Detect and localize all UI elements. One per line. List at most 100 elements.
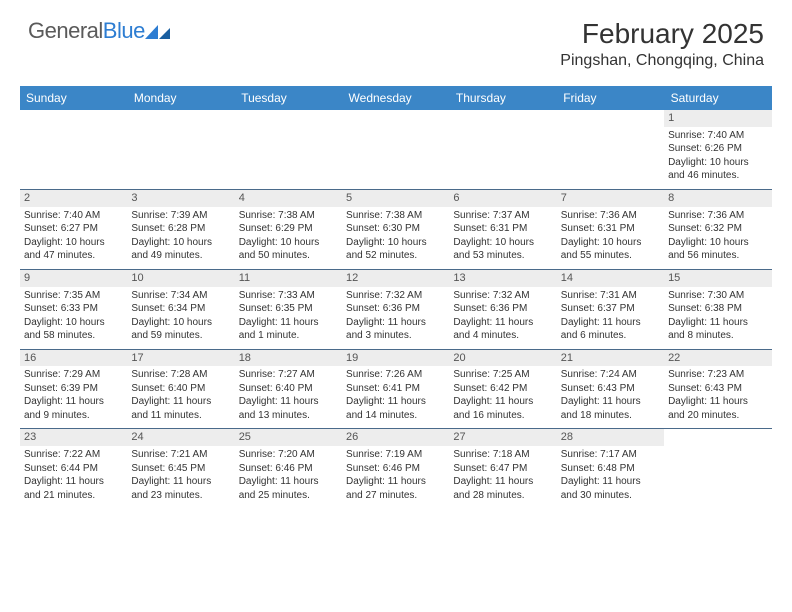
day-number: 7: [557, 190, 664, 207]
sunset-text: Sunset: 6:48 PM: [561, 462, 660, 476]
day-number: 5: [342, 190, 449, 207]
daylight1-text: Daylight: 11 hours: [346, 316, 445, 330]
daylight1-text: Daylight: 11 hours: [239, 475, 338, 489]
day-number: 14: [557, 270, 664, 287]
day-cell: 5 Sunrise: 7:38 AMSunset: 6:30 PMDaylight…: [342, 189, 449, 269]
sunrise-text: Sunrise: 7:38 AM: [346, 209, 445, 223]
sunset-text: Sunset: 6:45 PM: [131, 462, 230, 476]
day-number: 18: [235, 350, 342, 367]
daylight1-text: Daylight: 11 hours: [131, 475, 230, 489]
brand-sail-icon: [145, 23, 171, 41]
day-number: 28: [557, 429, 664, 446]
sunset-text: Sunset: 6:47 PM: [453, 462, 552, 476]
empty-cell: [449, 110, 556, 189]
sunrise-text: Sunrise: 7:31 AM: [561, 289, 660, 303]
sunrise-text: Sunrise: 7:21 AM: [131, 448, 230, 462]
sunrise-text: Sunrise: 7:28 AM: [131, 368, 230, 382]
daylight2-text: and 53 minutes.: [453, 249, 552, 263]
sunset-text: Sunset: 6:33 PM: [24, 302, 123, 316]
daylight2-text: and 27 minutes.: [346, 489, 445, 503]
sunset-text: Sunset: 6:42 PM: [453, 382, 552, 396]
brand-logo: GeneralBlue: [28, 18, 171, 44]
sunrise-text: Sunrise: 7:27 AM: [239, 368, 338, 382]
sunset-text: Sunset: 6:30 PM: [346, 222, 445, 236]
daylight1-text: Daylight: 10 hours: [24, 316, 123, 330]
daylight2-text: and 55 minutes.: [561, 249, 660, 263]
sunrise-text: Sunrise: 7:39 AM: [131, 209, 230, 223]
day-cell: 20Sunrise: 7:25 AMSunset: 6:42 PMDayligh…: [449, 349, 556, 429]
daylight2-text: and 28 minutes.: [453, 489, 552, 503]
daylight1-text: Daylight: 10 hours: [346, 236, 445, 250]
day-number: 17: [127, 350, 234, 367]
daylight2-text: and 8 minutes.: [668, 329, 767, 343]
daylight2-text: and 13 minutes.: [239, 409, 338, 423]
sunset-text: Sunset: 6:26 PM: [668, 142, 767, 156]
day-cell: 2Sunrise: 7:40 AMSunset: 6:27 PMDaylight…: [20, 189, 127, 269]
brand-part2: Blue: [103, 18, 145, 43]
day-number: 10: [127, 270, 234, 287]
sunset-text: Sunset: 6:34 PM: [131, 302, 230, 316]
sunrise-text: Sunrise: 7:36 AM: [561, 209, 660, 223]
day-cell: 25Sunrise: 7:20 AMSunset: 6:46 PMDayligh…: [235, 429, 342, 508]
day-cell: 3Sunrise: 7:39 AMSunset: 6:28 PMDaylight…: [127, 189, 234, 269]
daylight1-text: Daylight: 10 hours: [453, 236, 552, 250]
sunset-text: Sunset: 6:40 PM: [239, 382, 338, 396]
empty-cell: [20, 110, 127, 189]
daylight1-text: Daylight: 10 hours: [131, 316, 230, 330]
week-row: 9Sunrise: 7:35 AMSunset: 6:33 PMDaylight…: [20, 269, 772, 349]
day-cell: 22Sunrise: 7:23 AMSunset: 6:43 PMDayligh…: [664, 349, 771, 429]
sunrise-text: Sunrise: 7:33 AM: [239, 289, 338, 303]
day-cell: 8Sunrise: 7:36 AMSunset: 6:32 PMDaylight…: [664, 189, 771, 269]
daylight1-text: Daylight: 10 hours: [561, 236, 660, 250]
empty-cell: [342, 110, 449, 189]
day-number: 24: [127, 429, 234, 446]
sunset-text: Sunset: 6:36 PM: [453, 302, 552, 316]
sunrise-text: Sunrise: 7:17 AM: [561, 448, 660, 462]
week-row: 23Sunrise: 7:22 AMSunset: 6:44 PMDayligh…: [20, 429, 772, 508]
daylight2-text: and 20 minutes.: [668, 409, 767, 423]
daylight2-text: and 25 minutes.: [239, 489, 338, 503]
daylight1-text: Daylight: 10 hours: [668, 156, 767, 170]
day-number: 6: [449, 190, 556, 207]
sunset-text: Sunset: 6:46 PM: [346, 462, 445, 476]
sunrise-text: Sunrise: 7:37 AM: [453, 209, 552, 223]
sunrise-text: Sunrise: 7:20 AM: [239, 448, 338, 462]
daylight2-text: and 23 minutes.: [131, 489, 230, 503]
daylight1-text: Daylight: 11 hours: [561, 395, 660, 409]
daylight1-text: Daylight: 10 hours: [239, 236, 338, 250]
sunset-text: Sunset: 6:46 PM: [239, 462, 338, 476]
sunset-text: Sunset: 6:39 PM: [24, 382, 123, 396]
day-number: 20: [449, 350, 556, 367]
daylight2-text: and 46 minutes.: [668, 169, 767, 183]
day-number: 13: [449, 270, 556, 287]
brand-part1: General: [28, 18, 103, 43]
daylight2-text: and 11 minutes.: [131, 409, 230, 423]
day-cell: 27Sunrise: 7:18 AMSunset: 6:47 PMDayligh…: [449, 429, 556, 508]
sunrise-text: Sunrise: 7:25 AM: [453, 368, 552, 382]
calendar-body: 1Sunrise: 7:40 AMSunset: 6:26 PMDaylight…: [20, 110, 772, 508]
daylight1-text: Daylight: 11 hours: [668, 395, 767, 409]
day-cell: 23Sunrise: 7:22 AMSunset: 6:44 PMDayligh…: [20, 429, 127, 508]
sunrise-text: Sunrise: 7:32 AM: [453, 289, 552, 303]
day-header-friday: Friday: [557, 86, 664, 110]
sunrise-text: Sunrise: 7:24 AM: [561, 368, 660, 382]
sunrise-text: Sunrise: 7:34 AM: [131, 289, 230, 303]
day-number: 21: [557, 350, 664, 367]
day-number: 4: [235, 190, 342, 207]
day-number: 27: [449, 429, 556, 446]
sunrise-text: Sunrise: 7:18 AM: [453, 448, 552, 462]
day-number: 12: [342, 270, 449, 287]
day-cell: 16Sunrise: 7:29 AMSunset: 6:39 PMDayligh…: [20, 349, 127, 429]
daylight2-text: and 58 minutes.: [24, 329, 123, 343]
daylight2-text: and 6 minutes.: [561, 329, 660, 343]
daylight2-text: and 59 minutes.: [131, 329, 230, 343]
sunset-text: Sunset: 6:28 PM: [131, 222, 230, 236]
daylight1-text: Daylight: 10 hours: [24, 236, 123, 250]
week-row: 1Sunrise: 7:40 AMSunset: 6:26 PMDaylight…: [20, 110, 772, 189]
daylight1-text: Daylight: 11 hours: [346, 475, 445, 489]
empty-cell: [664, 429, 771, 508]
day-cell: 11Sunrise: 7:33 AMSunset: 6:35 PMDayligh…: [235, 269, 342, 349]
daylight1-text: Daylight: 11 hours: [453, 316, 552, 330]
daylight2-text: and 52 minutes.: [346, 249, 445, 263]
day-number: 2: [20, 190, 127, 207]
